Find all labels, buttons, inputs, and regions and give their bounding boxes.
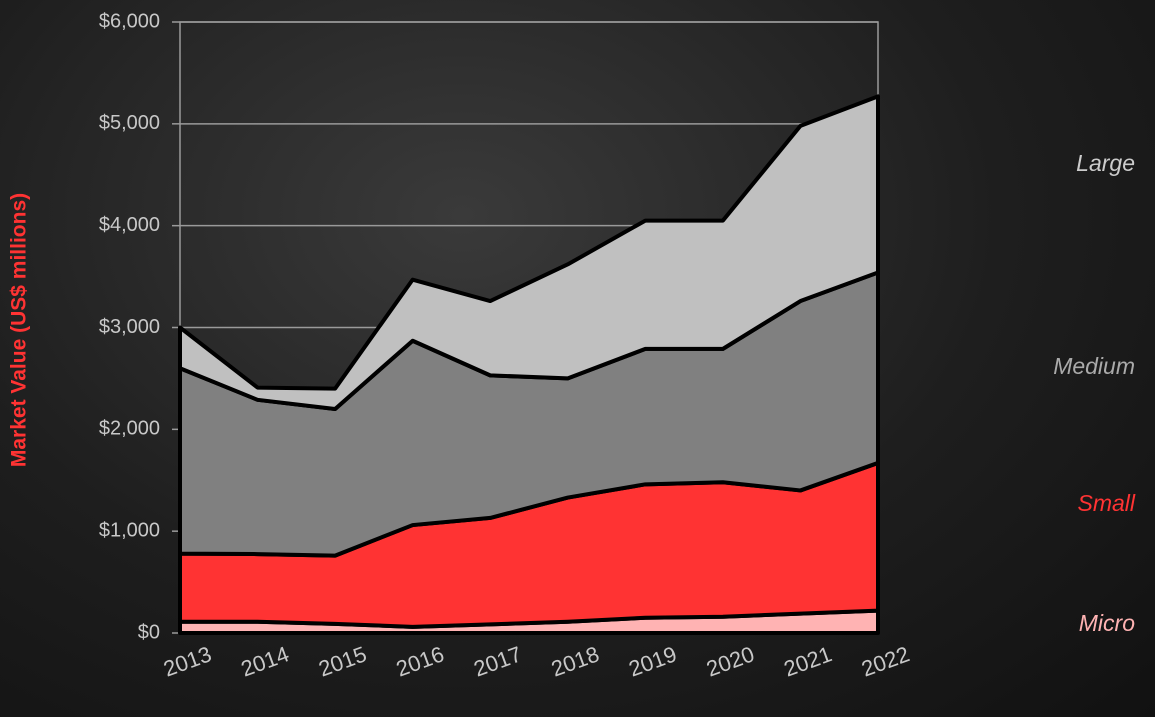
y-tick-label: $3,000 — [99, 316, 160, 338]
legend-label: Micro — [1079, 610, 1135, 636]
y-tick-label: $5,000 — [99, 112, 160, 134]
y-tick-label: $1,000 — [99, 519, 160, 541]
x-tick-label: 2018 — [548, 641, 603, 681]
x-tick-label: 2016 — [393, 641, 448, 681]
x-tick-label: 2017 — [470, 641, 525, 681]
y-tick-label: $4,000 — [99, 214, 160, 236]
legend-label: Small — [1077, 490, 1135, 516]
legend-label: Large — [1076, 150, 1135, 176]
x-tick-label: 2019 — [625, 641, 680, 681]
y-tick-label: $0 — [138, 621, 160, 643]
y-tick-label: $2,000 — [99, 418, 160, 440]
legend-label: Medium — [1053, 353, 1135, 379]
x-tick-label: 2014 — [238, 641, 293, 681]
x-tick-label: 2015 — [315, 641, 370, 681]
area — [178, 94, 880, 411]
x-tick-label: 2020 — [703, 641, 758, 681]
y-tick-label: $6,000 — [99, 10, 160, 32]
x-tick-label: 2022 — [858, 641, 913, 681]
y-axis-label: Market Value (US$ millions) — [8, 193, 31, 467]
x-tick-label: 2013 — [160, 641, 215, 681]
x-tick-label: 2021 — [781, 641, 836, 681]
